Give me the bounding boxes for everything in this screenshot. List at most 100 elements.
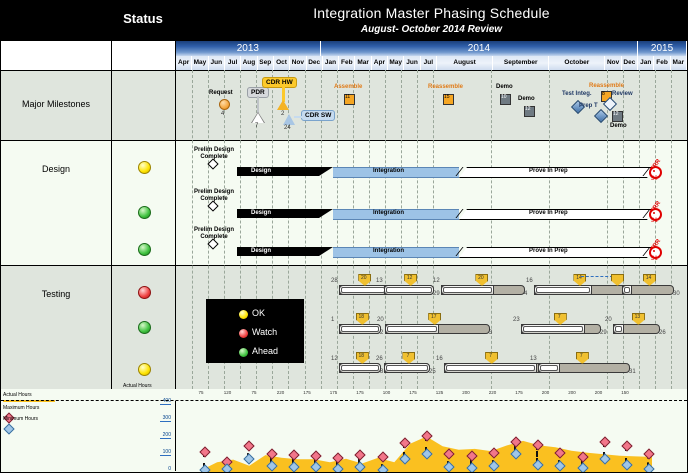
gridline — [320, 70, 322, 389]
test-shield-1-3[interactable] — [475, 274, 489, 286]
month-cell-May: May — [388, 56, 405, 71]
chart-xvalue-label: 175 — [303, 390, 311, 395]
test-bar-progress-3-4[interactable] — [538, 363, 560, 373]
gridline — [384, 70, 386, 389]
milestone-number-request: 4 — [221, 111, 225, 117]
milestone-label-assemble: Assemble — [334, 84, 363, 90]
test-bar-progress-3-1[interactable] — [339, 363, 381, 373]
test-shield-1-1[interactable] — [358, 274, 372, 286]
trr-marker-1 — [649, 166, 662, 179]
test-shield-1-2[interactable] — [404, 274, 418, 286]
integration-segment-3 — [333, 247, 459, 258]
test-bar-progress-1-5[interactable] — [622, 285, 632, 295]
gridline — [654, 70, 656, 389]
month-cell-Apr: Apr — [371, 56, 389, 71]
chart-range-stem — [647, 453, 650, 468]
design-segment-label-3: Design — [251, 248, 272, 254]
test-bar-progress-2-1[interactable] — [339, 324, 381, 334]
month-cell-Oct: Oct — [273, 56, 291, 71]
chart-xvalue-label: 220 — [488, 390, 497, 395]
test-bar-inner-2-4 — [615, 326, 622, 332]
milestone-callout-cdr-hw[interactable]: CDR HW — [262, 77, 297, 88]
chart-xvalue-label: 175 — [329, 390, 338, 395]
month-cell-Jul: Jul — [224, 56, 242, 71]
gridline — [272, 70, 274, 389]
callout-leader-pdr — [257, 96, 259, 113]
divider — [111, 41, 112, 389]
test-shield-1-5[interactable] — [643, 274, 656, 286]
chart-ytick-label-400: 400 — [162, 398, 171, 404]
test-bar-progress-1-4[interactable] — [534, 285, 593, 295]
chart-xvalue-label: 75 — [198, 390, 204, 395]
test-bar-progress-2-3[interactable] — [521, 324, 586, 334]
test-shield-2-4[interactable] — [631, 313, 645, 325]
milestone-label-demo-3: Demo — [610, 123, 627, 129]
chart-axis-line — [175, 401, 176, 471]
test-bar-progress-1-1[interactable] — [339, 285, 387, 295]
test-bar-progress-3-3[interactable] — [444, 363, 538, 373]
chart-ytick — [160, 438, 171, 439]
chart-legend-minimum: Minimum Hours — [3, 416, 39, 422]
test-shield-number-2-3: 7 — [557, 314, 561, 320]
legend-swatch-minimum-hours — [3, 423, 15, 435]
test-shield-number-3-1: 18 — [358, 353, 365, 359]
test-bar-start-number-1-2: 13 — [376, 278, 383, 284]
gridline — [622, 70, 624, 389]
month-cell-Jun: Jun — [404, 56, 421, 71]
milestone-marker-pdr — [252, 113, 264, 123]
chart-xvalue-label: 175 — [515, 390, 523, 395]
chart-xvalue-label: 200 — [462, 390, 470, 395]
test-bar-progress-1-3[interactable] — [441, 285, 494, 295]
test-shield-3-4[interactable] — [575, 352, 589, 364]
design-segment-label-1: Design — [251, 168, 272, 174]
callout-leader-cdr-hw — [282, 86, 285, 102]
test-shield-3-2[interactable] — [402, 352, 416, 364]
status-light-yellow[interactable] — [138, 363, 151, 376]
test-bar-start-number-3-2: 26 — [376, 356, 383, 362]
lane-design — [1, 140, 687, 265]
test-bar-inner-2-3 — [523, 326, 584, 332]
integration-segment-label-1: Integration — [373, 168, 404, 174]
month-cell-Aug: Aug — [241, 56, 258, 71]
chart-xvalue-label: 150 — [621, 390, 629, 395]
design-segment-label-2: Design — [251, 210, 272, 216]
trr-marker-2 — [649, 208, 662, 221]
test-bar-progress-3-2[interactable] — [384, 363, 430, 373]
milestone-callout-cdr-sw[interactable]: CDR SW — [301, 110, 336, 121]
test-shield-2-1[interactable] — [355, 313, 369, 325]
test-bar-inner-1-1 — [341, 287, 385, 293]
milestone-label-request: Request — [209, 90, 233, 96]
divider — [1, 70, 687, 71]
test-shield-2-2[interactable] — [428, 313, 442, 325]
gridline — [490, 70, 492, 389]
test-bar-inner-1-5 — [624, 287, 630, 293]
test-bar-progress-2-2[interactable] — [385, 324, 439, 334]
test-bar-end-number-1-2: 29 — [433, 291, 440, 297]
test-bar-end-number-1-3: 4 — [524, 291, 528, 297]
status-light-green[interactable] — [138, 206, 151, 219]
status-light-red[interactable] — [138, 286, 151, 299]
prove-in-prep-label-1: Prove In Prep — [529, 168, 568, 174]
status-light-green[interactable] — [138, 321, 151, 334]
prove-in-prep-segment-1 — [459, 167, 655, 178]
test-shield-2-3[interactable] — [553, 313, 567, 325]
milestone-label-reassemble-2: Reassemble — [589, 83, 625, 89]
chart-top-dash — [1, 400, 687, 401]
milestone-number-assemble: 11 — [345, 94, 351, 100]
status-light-green[interactable] — [138, 243, 151, 256]
test-shield-1-4[interactable] — [573, 274, 587, 286]
status-light-yellow[interactable] — [138, 161, 151, 174]
month-cell-August: August — [437, 56, 494, 71]
test-bar-inner-3-2 — [386, 365, 428, 371]
test-bar-progress-2-4[interactable] — [613, 324, 624, 334]
test-shield-3-3[interactable] — [485, 352, 499, 364]
test-bar-progress-1-2[interactable] — [384, 285, 434, 295]
test-shield-standalone[interactable] — [611, 274, 624, 286]
test-shield-3-1[interactable] — [355, 352, 369, 364]
month-cell-Feb: Feb — [339, 56, 356, 71]
test-bar-start-number-2-3: 23 — [513, 317, 520, 323]
integration-segment-label-3: Integration — [373, 248, 404, 254]
chart-range-stem — [380, 456, 383, 469]
test-bar-end-number-2-2: 3 — [489, 330, 493, 336]
